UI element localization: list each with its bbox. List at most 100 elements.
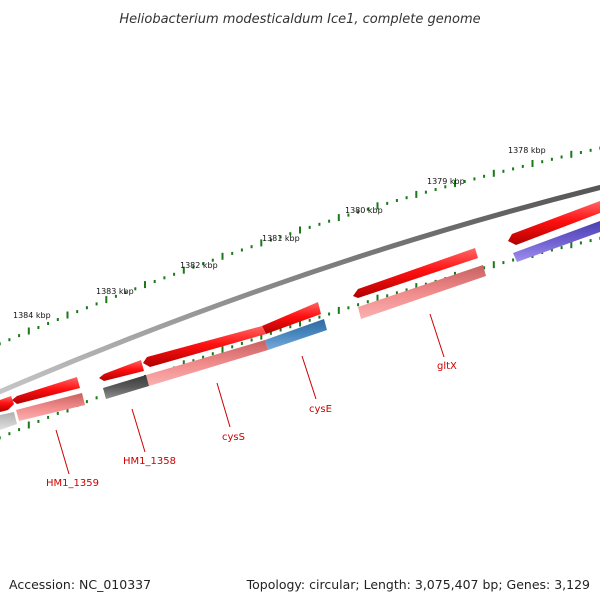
minor-tick	[405, 288, 408, 292]
scale-labels: 1378 kbp 1379 kbp 1380 kbp 1381 kbp 1382…	[13, 146, 546, 320]
gene-arrow	[508, 201, 600, 245]
major-tick	[27, 421, 30, 429]
minor-tick	[579, 241, 582, 245]
minor-tick	[202, 355, 205, 359]
minor-tick	[395, 199, 398, 202]
major-tick	[182, 360, 185, 368]
scale-label: 1379 kbp	[427, 177, 465, 186]
gene-label: cysE	[309, 404, 332, 415]
major-tick	[415, 283, 418, 291]
major-tick	[182, 266, 185, 274]
scale-label: 1378 kbp	[508, 146, 546, 155]
minor-tick	[502, 261, 505, 265]
major-tick	[260, 239, 263, 247]
minor-tick	[95, 302, 98, 306]
minor-tick	[211, 352, 214, 356]
minor-tick	[463, 180, 466, 183]
minor-tick	[521, 164, 524, 168]
minor-tick	[318, 315, 321, 319]
minor-tick	[134, 287, 137, 291]
minor-tick	[483, 266, 486, 270]
minor-tick	[56, 411, 59, 415]
minor-tick	[47, 322, 50, 325]
minor-tick	[357, 303, 360, 307]
minor-tick	[424, 190, 427, 194]
minor-tick	[289, 232, 292, 236]
gene-arrow-HM1_1358	[99, 360, 144, 381]
major-tick	[337, 306, 340, 314]
minor-tick	[269, 331, 272, 335]
minor-tick	[444, 185, 447, 189]
genome-stats-text: Topology: circular; Length: 3,075,407 bp…	[246, 577, 590, 592]
minor-tick	[37, 326, 40, 329]
cds-track	[0, 221, 600, 430]
minor-tick	[202, 262, 205, 266]
gene-arrow-gltX	[353, 248, 478, 298]
cds-bar-HM1_1358	[103, 375, 149, 399]
minor-tick	[279, 235, 282, 239]
major-tick	[570, 150, 573, 158]
minor-tick	[357, 210, 360, 214]
minor-tick	[483, 174, 486, 178]
scale-label: 1384 kbp	[13, 311, 51, 320]
leader-line	[216, 382, 231, 428]
major-tick	[376, 294, 379, 302]
minor-tick	[85, 400, 88, 404]
gene-label: HM1_1358	[123, 456, 176, 467]
minor-tick	[192, 265, 195, 269]
minor-tick	[366, 300, 369, 304]
minor-tick	[0, 342, 1, 346]
minor-tick	[18, 428, 21, 432]
cds-bar-HM1_1359	[16, 393, 85, 421]
leader-line	[301, 355, 317, 400]
minor-tick	[163, 276, 166, 280]
cds-bar-cysE	[265, 319, 327, 350]
minor-tick	[231, 345, 234, 349]
cds-bar	[0, 412, 17, 430]
minor-tick	[589, 239, 592, 243]
minor-tick	[386, 294, 389, 298]
major-tick	[260, 332, 263, 340]
accession-text: Accession: NC_010337	[9, 577, 152, 592]
gene-track	[0, 201, 600, 412]
minor-tick	[347, 306, 350, 310]
minor-tick	[434, 188, 437, 191]
minor-tick	[124, 291, 127, 294]
major-tick	[221, 346, 224, 354]
major-tick	[492, 169, 495, 177]
minor-tick	[0, 436, 1, 440]
scale-label: 1380 kbp	[345, 206, 383, 215]
scale-label: 1381 kbp	[262, 234, 300, 243]
minor-tick	[541, 160, 544, 164]
minor-tick	[95, 396, 98, 400]
minor-tick	[8, 432, 11, 436]
major-tick	[221, 252, 224, 260]
minor-tick	[37, 419, 40, 423]
minor-tick	[173, 272, 176, 276]
minor-tick	[502, 169, 505, 173]
leader-line	[131, 408, 146, 453]
major-tick	[570, 241, 573, 249]
minor-tick	[56, 318, 59, 321]
leader-line	[55, 429, 70, 475]
minor-tick	[211, 258, 214, 262]
minor-tick	[473, 177, 476, 181]
gene-labels: HM1_1359 HM1_1358 cysS cysE gltX	[46, 361, 457, 489]
minor-tick	[308, 318, 311, 322]
minor-tick	[395, 291, 398, 295]
minor-tick	[114, 294, 117, 298]
genome-backbone	[0, 184, 600, 395]
cds-bar-cysS	[146, 340, 268, 386]
major-tick	[454, 180, 456, 188]
minor-tick	[405, 196, 408, 200]
minor-tick	[318, 222, 321, 226]
minor-tick	[240, 248, 243, 252]
minor-tick	[512, 258, 515, 262]
major-tick	[105, 296, 108, 304]
major-tick	[415, 190, 418, 198]
minor-tick	[550, 248, 553, 252]
gene-arrow-cysE	[262, 302, 321, 334]
gene-arrow-cysS	[143, 326, 266, 367]
